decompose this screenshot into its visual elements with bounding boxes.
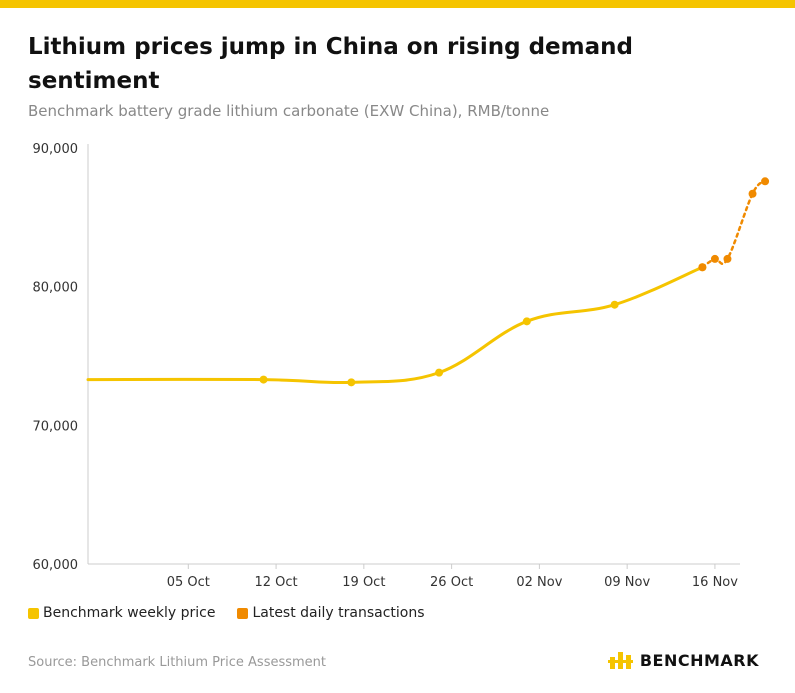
legend-item-daily: Latest daily transactions <box>237 605 425 621</box>
x-axis: 05 Oct 12 Oct 19 Oct 26 Oct 02 Nov 09 Nov 16 N… <box>88 563 740 590</box>
data-point-daily <box>698 263 707 272</box>
data-point-daily <box>748 189 757 198</box>
top-accent-bar <box>0 0 795 8</box>
source-note: Source: Benchmark Lithium Price Assessme… <box>28 655 327 670</box>
chart-subtitle: Benchmark battery grade lithium carbonat… <box>28 102 550 120</box>
x-tick-label: 16 Nov <box>692 575 738 590</box>
series-line-weekly <box>86 265 704 385</box>
brand-name: BENCHMARK <box>639 650 759 670</box>
data-point-weekly <box>522 317 531 326</box>
series-layer <box>86 177 770 387</box>
data-point-daily <box>723 254 732 263</box>
legend-item-weekly: Benchmark weekly price <box>28 605 215 621</box>
data-point-weekly <box>259 375 268 384</box>
legend-label-daily: Latest daily transactions <box>252 605 425 621</box>
data-point-weekly <box>435 368 444 377</box>
y-tick-label: 60,000 <box>33 558 79 573</box>
y-tick-label: 90,000 <box>33 142 79 157</box>
y-tick-label: 80,000 <box>33 281 79 296</box>
x-tick-label: 09 Nov <box>604 575 650 590</box>
x-tick-label: 26 Oct <box>430 575 473 590</box>
y-tick-label: 70,000 <box>33 419 79 434</box>
line-chart: 60,000 70,000 80,000 90,000 05 Oct 12 Oct 19 … <box>33 142 770 590</box>
brand-logo: BENCHMARK <box>607 650 759 670</box>
y-axis: 60,000 70,000 80,000 90,000 <box>33 142 89 573</box>
benchmark-logo-icon <box>607 652 633 669</box>
legend-swatch-daily <box>237 607 249 619</box>
x-tick-label: 02 Nov <box>516 575 562 590</box>
x-tick-label: 19 Oct <box>342 575 385 590</box>
legend: Benchmark weekly price Latest daily tran… <box>28 605 425 621</box>
x-tick-label: 05 Oct <box>167 575 210 590</box>
x-tick-label: 12 Oct <box>254 575 297 590</box>
data-point-weekly <box>347 378 356 387</box>
chart-title: Lithium prices jump in China on rising d… <box>28 34 633 94</box>
data-point-weekly <box>610 300 619 309</box>
legend-swatch-weekly <box>28 607 39 619</box>
data-point-daily <box>710 254 719 263</box>
legend-label-weekly: Benchmark weekly price <box>43 605 216 621</box>
data-point-daily <box>761 177 770 186</box>
